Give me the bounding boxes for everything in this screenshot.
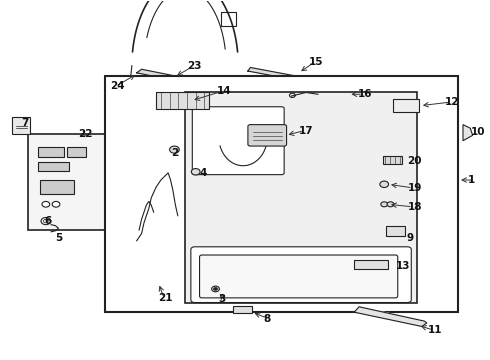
Circle shape bbox=[42, 202, 49, 207]
Circle shape bbox=[192, 168, 200, 175]
Circle shape bbox=[380, 181, 389, 188]
Polygon shape bbox=[463, 125, 473, 141]
Text: 1: 1 bbox=[468, 175, 476, 185]
Circle shape bbox=[381, 202, 388, 207]
Polygon shape bbox=[137, 69, 209, 86]
Bar bbox=[386, 226, 405, 236]
Bar bbox=[233, 306, 252, 313]
Polygon shape bbox=[354, 307, 427, 327]
Text: 9: 9 bbox=[406, 233, 414, 243]
Text: 17: 17 bbox=[298, 126, 313, 136]
Bar bbox=[221, 12, 236, 26]
Circle shape bbox=[170, 146, 179, 153]
Text: 18: 18 bbox=[407, 202, 422, 212]
FancyBboxPatch shape bbox=[248, 125, 287, 146]
Bar bbox=[383, 156, 402, 164]
Text: 19: 19 bbox=[407, 183, 422, 193]
Bar bbox=[12, 117, 30, 134]
Text: 20: 20 bbox=[407, 156, 422, 166]
Circle shape bbox=[52, 202, 60, 207]
Text: 16: 16 bbox=[358, 89, 372, 99]
Text: 15: 15 bbox=[309, 57, 324, 67]
Text: 22: 22 bbox=[78, 129, 92, 139]
FancyBboxPatch shape bbox=[191, 247, 411, 302]
FancyBboxPatch shape bbox=[192, 107, 284, 175]
Polygon shape bbox=[248, 67, 313, 83]
Text: 10: 10 bbox=[471, 127, 486, 137]
Circle shape bbox=[212, 286, 220, 292]
Text: 12: 12 bbox=[445, 97, 460, 107]
Bar bbox=[156, 93, 209, 109]
Text: 11: 11 bbox=[428, 325, 442, 335]
Bar bbox=[38, 147, 64, 157]
Text: 3: 3 bbox=[218, 294, 225, 303]
Text: 4: 4 bbox=[199, 168, 207, 178]
Text: 5: 5 bbox=[55, 233, 63, 243]
FancyBboxPatch shape bbox=[199, 255, 398, 298]
Bar bbox=[28, 134, 113, 230]
Text: 23: 23 bbox=[188, 62, 202, 71]
Bar bbox=[67, 147, 86, 157]
Text: 7: 7 bbox=[22, 118, 29, 128]
Bar bbox=[354, 260, 388, 269]
Text: 24: 24 bbox=[110, 81, 125, 91]
Text: 14: 14 bbox=[217, 86, 231, 96]
Bar bbox=[105, 76, 458, 312]
Text: 2: 2 bbox=[172, 148, 179, 158]
Bar bbox=[40, 180, 74, 194]
Bar bbox=[38, 162, 69, 171]
Bar bbox=[185, 93, 417, 303]
Text: 6: 6 bbox=[44, 216, 51, 226]
Circle shape bbox=[387, 202, 394, 207]
Bar bbox=[393, 99, 419, 112]
Text: 21: 21 bbox=[158, 293, 173, 303]
Text: 8: 8 bbox=[263, 314, 270, 324]
Text: 13: 13 bbox=[395, 261, 410, 271]
Circle shape bbox=[214, 288, 218, 291]
